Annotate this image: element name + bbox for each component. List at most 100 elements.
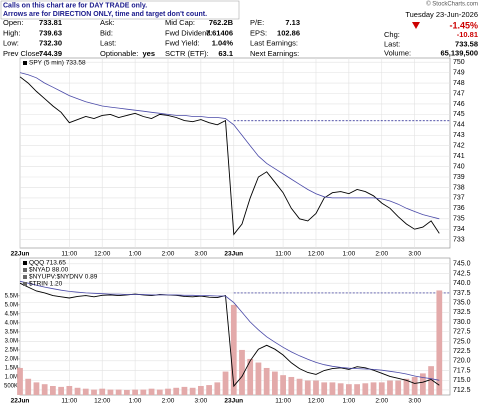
volume-bar [222,371,229,395]
x-tick-label: 3:00 [195,251,208,258]
y2-tick-label: 5.0M [5,302,18,308]
y2-tick-label: 1.5M [5,366,18,372]
field-label: Next Earnings: [250,49,299,58]
y-tick-label: 740.0 [453,280,471,287]
volume-bar [288,376,295,395]
y-tick-label: 745 [453,111,465,118]
down-arrow [412,22,420,29]
field-label: Low: [3,39,19,48]
legend-swatch [23,261,27,265]
x-tick-label: 2:00 [162,398,175,405]
volume-bar [296,378,303,395]
y2-tick-label: 4.0M [5,320,18,326]
volume-bar [115,389,122,395]
y-tick-label: 735 [453,216,465,223]
x-tick-label: 12:00 [308,251,325,258]
y-tick-label: 747 [453,90,465,97]
field-value: 7.61406 [206,28,233,37]
x-tick-label: 2:00 [375,398,388,405]
y-tick-label: 742.5 [453,270,471,277]
field-value: 102.86 [277,28,300,37]
y-tick-label: 737.5 [453,290,471,297]
x-tick-label: 3:00 [408,398,421,405]
y2-tick-label: 3.5M [5,329,18,335]
volume-bar [25,378,32,395]
volume-bar [411,376,418,395]
volume-bar [230,304,237,395]
credit: © StockCharts.com [426,1,478,8]
volume-bar [304,380,311,395]
notice-line: Calls on this chart are for DAY TRADE on… [3,2,147,9]
y-tick-label: 722.5 [453,348,471,355]
volume-bar [181,386,188,395]
field-value: 762.2B [209,18,234,27]
price-line [19,76,440,236]
volume-bar [345,384,352,395]
x-tick-label: 2:00 [162,251,175,258]
field-label: Optionable: [100,49,138,58]
volume-bar [239,349,245,395]
field-value: 733.81 [39,18,62,27]
volume-bar [395,380,402,395]
x-tick-label: 3:00 [195,398,208,405]
field-label: High: [3,28,21,37]
x-tick-label: 11:00 [61,398,77,405]
volume-bar [132,389,138,395]
volume-bar [419,373,426,395]
y2-tick-label: 1.0M [5,375,18,381]
y-tick-label: 730.0 [453,319,471,326]
y-tick-label: 715.0 [453,377,471,384]
price-line [19,72,440,220]
volume-bar [33,382,40,395]
x-tick-label: 1:00 [129,251,142,258]
field-value: 739.63 [39,28,62,37]
field-label: Fwd Dividend: [165,28,213,37]
volume-bar [165,388,171,395]
legend-label: $NYUPV:$NYDNV 0.89 [29,274,98,281]
volume-bar [362,383,369,395]
legend-swatch [23,282,27,286]
volume-bar [247,358,254,395]
volume-bar [370,382,377,395]
y-tick-label: 732.5 [453,309,471,316]
x-tick-label: 1:00 [343,398,356,405]
volume-bar [403,378,410,395]
y-tick-label: 740 [453,163,465,170]
x-tick-label: 1:00 [129,398,142,405]
volume-bar [354,384,360,395]
field-value: 732.30 [39,39,62,48]
change-pct: -1.45% [449,20,478,30]
x-tick-label: 11:00 [275,251,291,258]
price-line [19,280,440,381]
volume-bar [321,382,328,395]
volume-bar [198,385,204,395]
volume-bar [271,371,278,395]
field-label: Last: [100,39,116,48]
x-tick-label: 3:00 [408,251,421,258]
volume-bar [91,389,97,395]
notice-line: Arrows are for DIRECTION ONLY, time and … [3,11,207,18]
y-tick-label: 737 [453,195,465,202]
y-tick-label: 746 [453,101,465,108]
field-label: Volume: [384,49,411,58]
plot-frame [19,57,451,249]
volume-bar [82,388,89,395]
field-label: Mid Cap: [165,18,195,27]
y2-tick-label: 2.5M [5,348,18,354]
volume-bar [99,388,106,395]
field-value: 7.13 [285,18,300,27]
volume-bar [329,382,336,395]
y-tick-label: 749 [453,69,465,76]
volume-bar [58,386,64,395]
field-label: Last: [384,39,400,48]
field-label: Bid: [100,28,113,37]
x-tick-label: 12:00 [94,398,111,405]
volume-bar [66,385,73,395]
y2-tick-label: 5.5M [5,293,18,299]
y2-tick-label: 500K [4,384,18,390]
volume-bar [313,380,319,395]
volume-bar [280,375,286,395]
y-tick-label: 720.0 [453,358,471,365]
field-value: 1.04% [212,39,234,48]
